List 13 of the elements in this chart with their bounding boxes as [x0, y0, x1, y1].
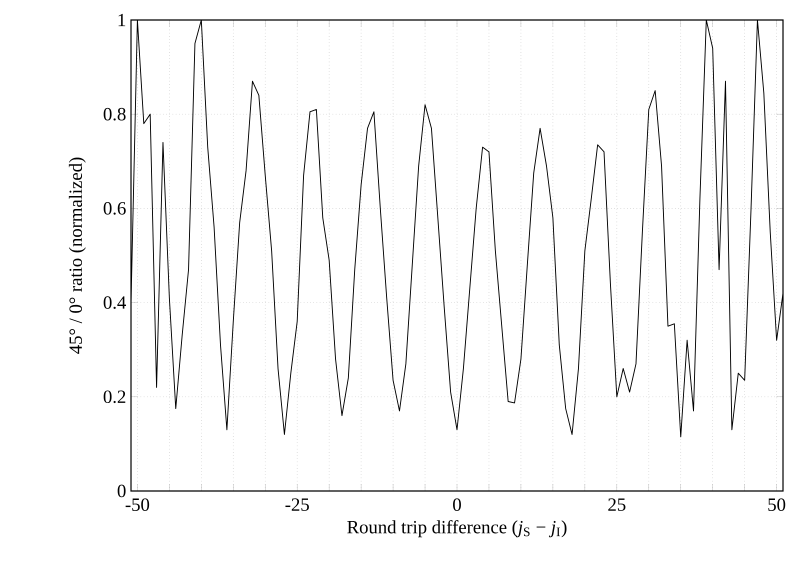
- y-tick-label: 0.4: [104, 296, 126, 309]
- x-tick-label: -25: [285, 498, 309, 511]
- y-tick-label: 0.2: [104, 390, 126, 404]
- y-tick-label: 0: [118, 484, 126, 498]
- x-axis-title: Round trip difference (j$_{S}$ − j$_{I}$): [347, 520, 566, 538]
- y-tick-label: 1: [118, 14, 126, 26]
- x-tick-label: 0: [453, 498, 461, 511]
- x-tick-label: 50: [768, 498, 786, 511]
- y-axis-title: 45° / 0° ratio (normalized): [68, 158, 86, 354]
- y-tick-label: 0.6: [104, 202, 126, 215]
- y-tick-label: 0.8: [104, 108, 126, 121]
- x-tick-label: -50: [126, 498, 150, 511]
- x-tick-label: 25: [608, 498, 626, 511]
